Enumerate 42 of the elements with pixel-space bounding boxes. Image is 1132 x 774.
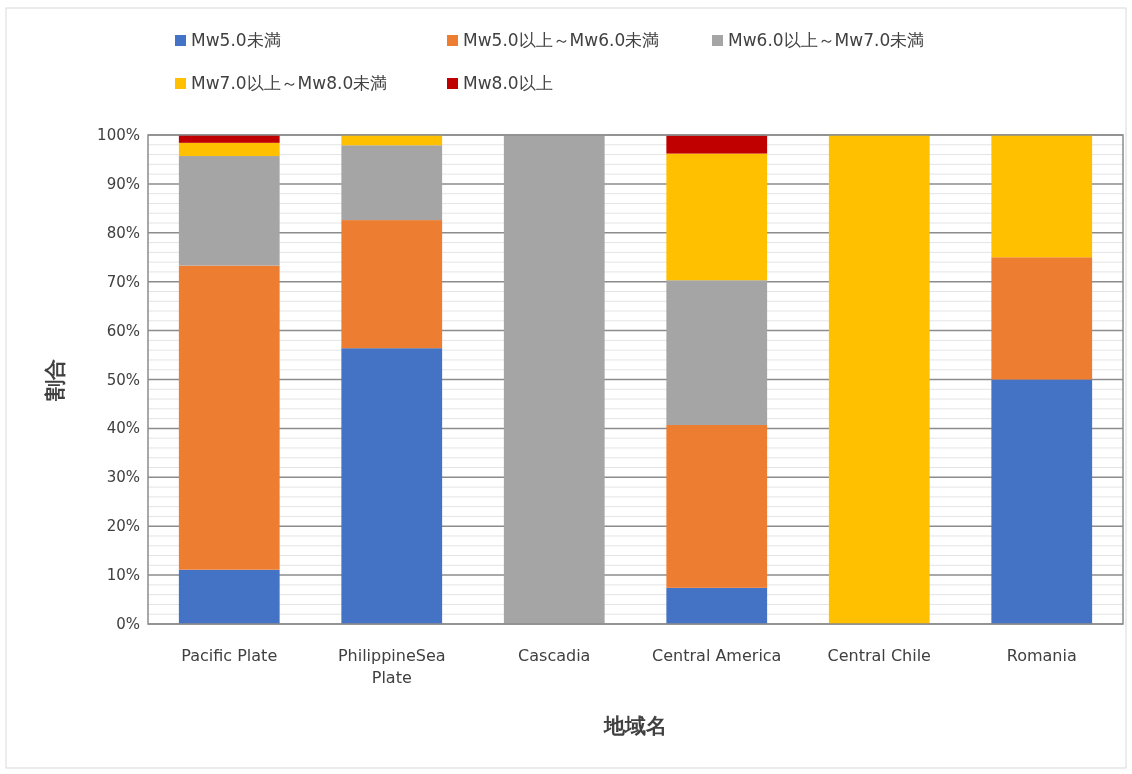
x-tick-label: Central America	[652, 646, 782, 665]
bar	[666, 135, 768, 154]
y-tick-label: 50%	[106, 370, 140, 389]
bar	[991, 135, 1093, 258]
y-tick-label: 40%	[106, 419, 140, 438]
bar	[666, 587, 768, 624]
bar	[991, 257, 1093, 380]
x-tick-label: Cascadia	[518, 646, 591, 665]
bar	[341, 348, 443, 624]
legend-label: Mw5.0以上～Mw6.0未満	[463, 30, 660, 50]
y-tick-label: 70%	[106, 272, 140, 291]
bar	[178, 142, 280, 157]
bar	[178, 135, 280, 143]
y-tick-label: 100%	[97, 126, 140, 144]
x-tick-label: Central Chile	[827, 646, 931, 665]
y-axis-title: 割合	[43, 358, 67, 402]
y-tick-label: 90%	[106, 174, 140, 193]
y-tick-label: 80%	[106, 223, 140, 242]
bar	[666, 280, 768, 425]
bar	[341, 145, 443, 221]
bar	[828, 135, 930, 624]
bar	[991, 379, 1093, 624]
y-tick-label: 30%	[106, 468, 140, 487]
bar	[178, 265, 280, 570]
bar	[341, 220, 443, 349]
x-tick-label: PhilippineSea Plate	[337, 646, 446, 687]
bar	[503, 135, 605, 624]
x-axis-title: 地域名	[603, 714, 667, 738]
y-tick-label: 10%	[106, 566, 140, 585]
bar	[178, 156, 280, 266]
y-tick-label: 20%	[106, 517, 140, 536]
legend-label: Mw7.0以上～Mw8.0未満	[191, 73, 388, 93]
x-tick-label: Romania	[1006, 646, 1077, 665]
y-tick-label: 0%	[116, 615, 140, 633]
bar	[178, 569, 280, 624]
bar	[666, 153, 768, 281]
x-tick-label: Pacific Plate	[181, 646, 278, 665]
legend-label: Mw8.0以上	[463, 73, 553, 93]
legend-label: Mw6.0以上～Mw7.0未満	[728, 30, 925, 50]
bar	[666, 424, 768, 588]
y-tick-label: 60%	[106, 321, 140, 340]
legend-label: Mw5.0未満	[191, 30, 281, 50]
